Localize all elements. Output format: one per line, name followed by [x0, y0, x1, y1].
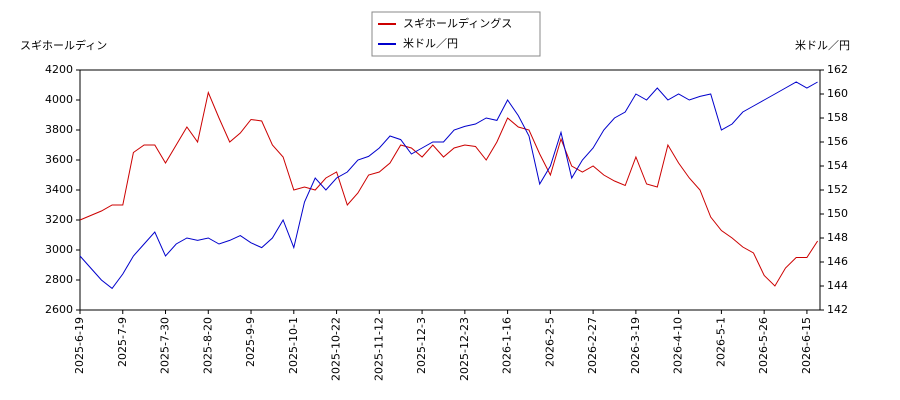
y-tick-label: 3200 — [45, 213, 73, 226]
y2-axis-label: 米ドル／円 — [795, 39, 850, 52]
y-tick-label: 2600 — [45, 303, 73, 316]
y-tick-label: 3800 — [45, 123, 73, 136]
y2-tick-label: 156 — [827, 135, 848, 148]
y2-tick-label: 150 — [827, 207, 848, 220]
y-tick-label: 2800 — [45, 273, 73, 286]
y-tick-label: 4200 — [45, 63, 73, 76]
y-tick-label: 3400 — [45, 183, 73, 196]
x-tick-label: 2025-6-19 — [73, 317, 86, 374]
x-tick-label: 2026-2-27 — [586, 317, 599, 374]
x-tick-label: 2025-7-9 — [116, 317, 129, 367]
x-tick-label: 2026-5-1 — [714, 317, 727, 367]
x-tick-label: 2025-7-30 — [159, 317, 172, 374]
x-tick-label: 2025-11-12 — [372, 317, 385, 381]
y2-tick-label: 148 — [827, 231, 848, 244]
series-line — [79, 90, 819, 287]
x-tick-label: 2025-9-9 — [244, 317, 257, 367]
x-tick-label: 2025-10-22 — [330, 317, 343, 381]
y2-tick-label: 158 — [827, 111, 848, 124]
x-tick-label: 2026-5-26 — [757, 317, 770, 374]
plot-frame — [79, 69, 821, 311]
x-tick-label: 2025-10-1 — [287, 317, 300, 374]
y2-tick-label: 142 — [827, 303, 848, 316]
y2-tick-label: 162 — [827, 63, 848, 76]
x-tick-label: 2025-12-3 — [415, 317, 428, 374]
y2-tick-label: 146 — [827, 255, 848, 268]
x-tick-label: 2026-6-15 — [800, 317, 813, 374]
x-tick-label: 2025-8-20 — [201, 317, 214, 374]
y-tick-label: 3000 — [45, 243, 73, 256]
y2-tick-label: 154 — [827, 159, 848, 172]
legend-label: 米ドル／円 — [403, 37, 458, 50]
y2-tick-label: 152 — [827, 183, 848, 196]
x-tick-label: 2026-1-16 — [501, 317, 514, 374]
legend-box — [371, 11, 541, 57]
legend-label: スギホールディングス — [403, 16, 512, 30]
x-tick-label: 2025-12-23 — [458, 317, 471, 381]
x-tick-label: 2026-4-10 — [672, 317, 685, 374]
y-axis-label: スギホールディン — [20, 38, 107, 52]
y-tick-label: 4000 — [45, 93, 73, 106]
x-tick-label: 2026-3-19 — [629, 317, 642, 374]
y-tick-label: 3600 — [45, 153, 73, 166]
y2-tick-label: 160 — [827, 87, 848, 100]
y2-tick-label: 144 — [827, 279, 848, 292]
series-line — [79, 81, 818, 290]
x-tick-label: 2026-2-5 — [543, 317, 556, 367]
